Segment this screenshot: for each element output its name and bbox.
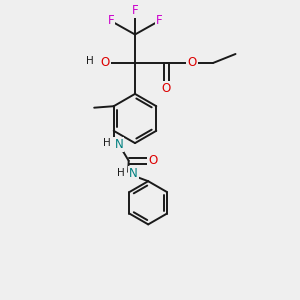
Text: O: O	[162, 82, 171, 95]
Text: H: H	[103, 138, 111, 148]
Text: O: O	[188, 56, 196, 70]
Text: F: F	[156, 14, 162, 28]
Text: O: O	[100, 56, 109, 70]
Text: H: H	[86, 56, 94, 66]
Text: H: H	[117, 168, 125, 178]
Text: O: O	[148, 154, 157, 167]
Text: N: N	[129, 167, 138, 180]
Text: F: F	[108, 14, 114, 28]
Text: N: N	[114, 138, 123, 151]
Text: F: F	[132, 4, 138, 17]
